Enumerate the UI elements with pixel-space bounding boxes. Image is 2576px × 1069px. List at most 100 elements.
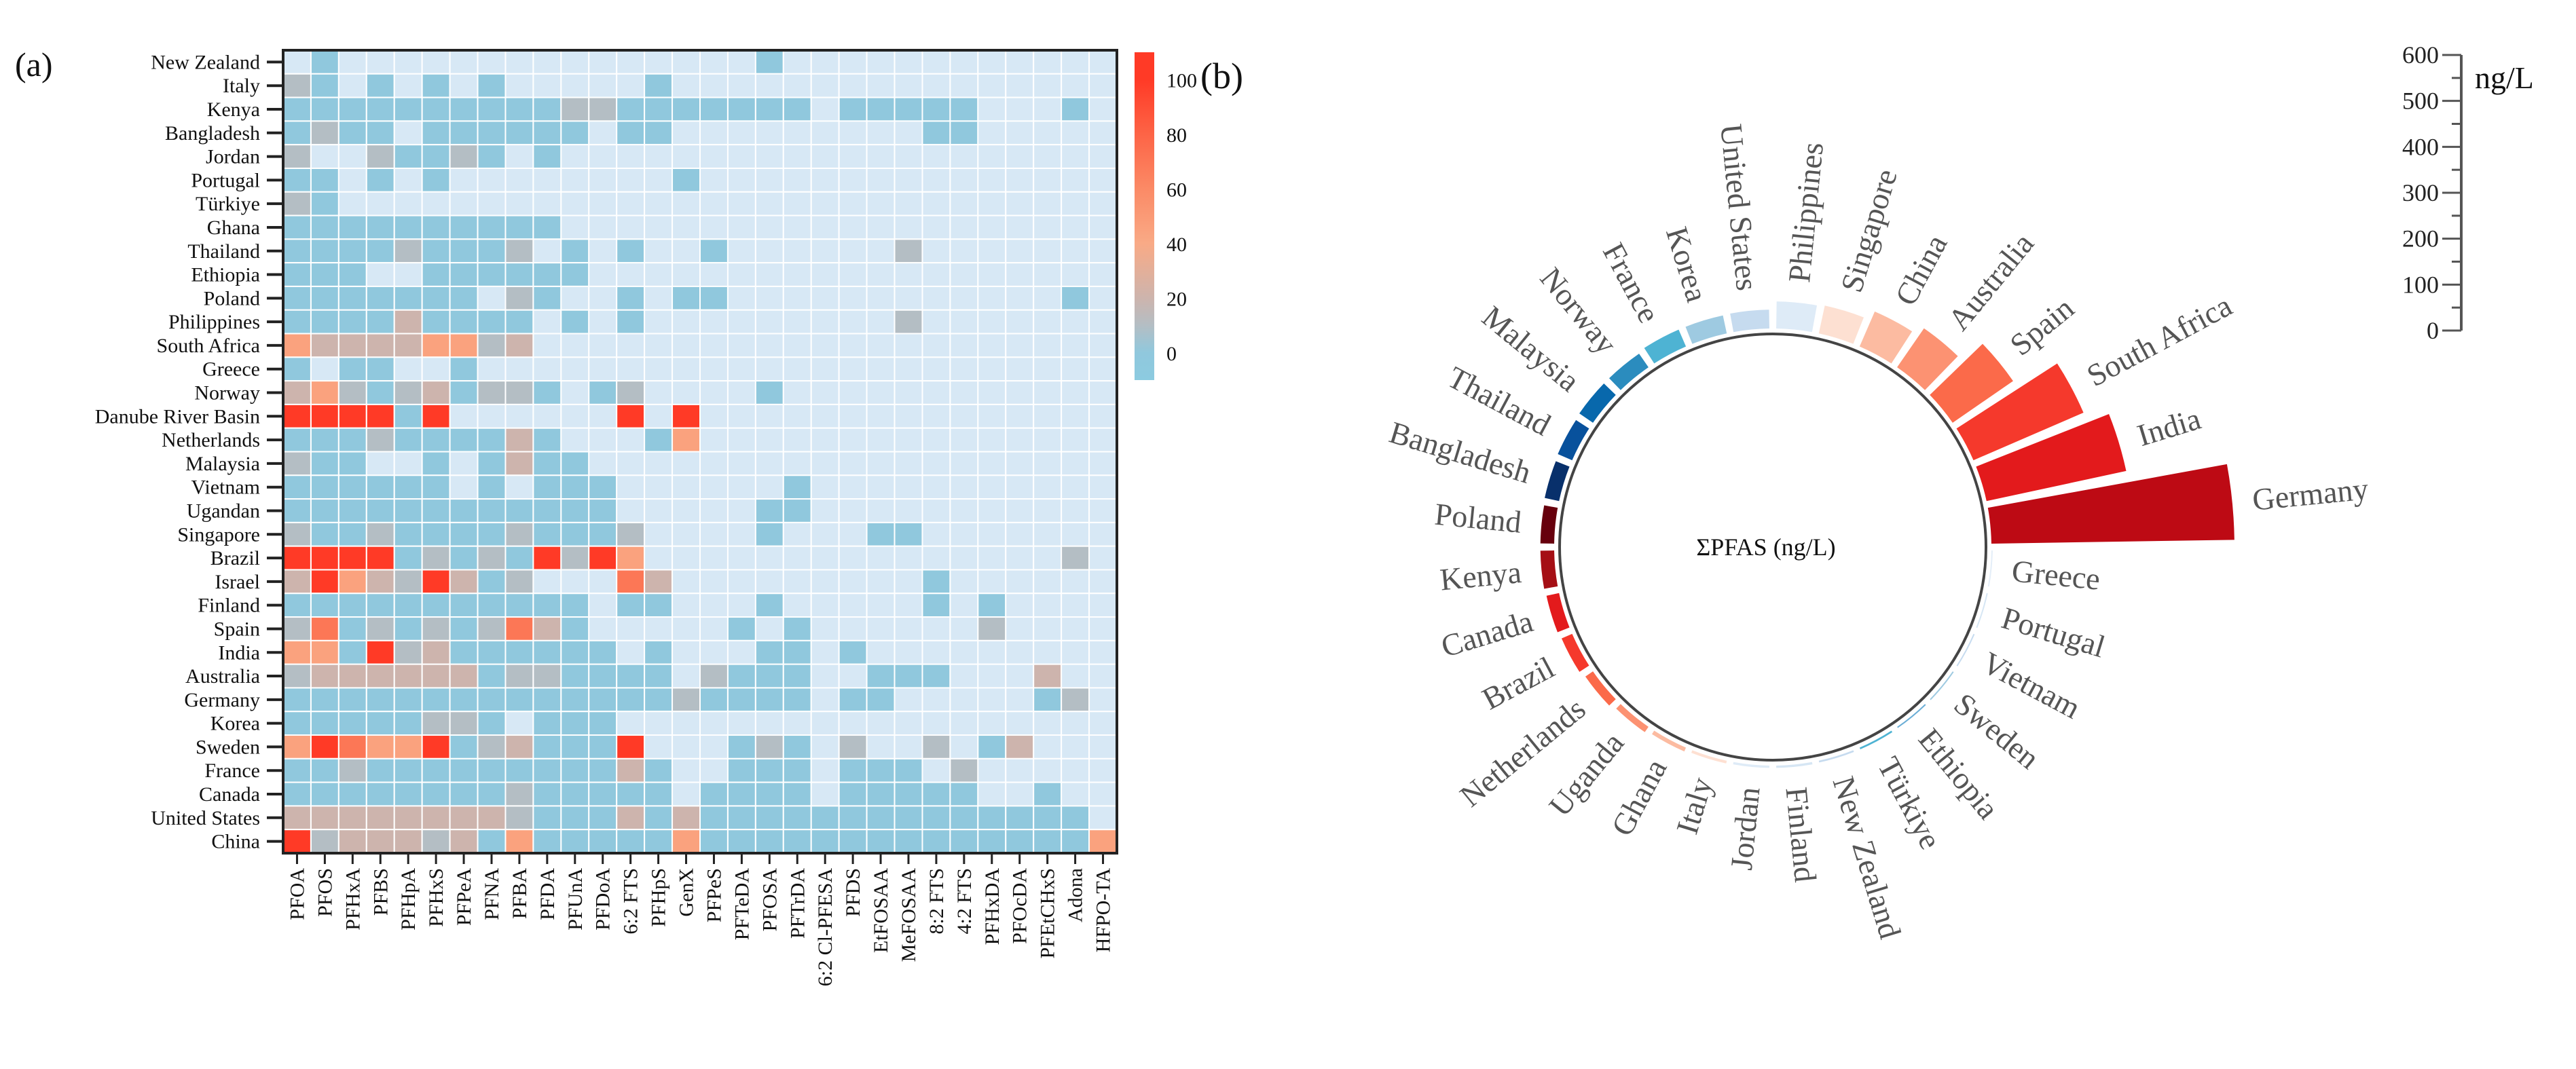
heatmap-cell [616, 569, 646, 595]
heatmap-cell [477, 545, 507, 571]
heatmap-cell [421, 333, 451, 358]
heatmap-cell [588, 333, 618, 358]
heatmap-cell [754, 805, 784, 831]
heatmap-cell [894, 238, 923, 264]
heatmap-cell [754, 545, 784, 571]
heatmap-cell [282, 711, 312, 736]
heatmap-cell [421, 687, 451, 713]
heatmap-cell [977, 829, 1007, 855]
heatmap-cell [1061, 498, 1090, 523]
heatmap-cell [949, 498, 979, 523]
heatmap-cell [560, 593, 590, 618]
heatmap-cell [532, 734, 562, 759]
heatmap-cell [921, 191, 951, 217]
heatmap-cell [504, 285, 534, 311]
heatmap-cell [560, 403, 590, 429]
heatmap-cell [310, 380, 339, 405]
heatmap-cell [921, 238, 951, 264]
heatmap-cell [282, 238, 312, 264]
heatmap-cell [782, 214, 812, 240]
heatmap-cell [337, 73, 367, 98]
heatmap-cell [699, 285, 729, 311]
colorbar-tick-label: 40 [1166, 233, 1187, 256]
heatmap-cell [1088, 96, 1118, 122]
heatmap-cell [726, 120, 756, 146]
heatmap-cell [977, 687, 1007, 713]
heatmap-cell [616, 73, 646, 98]
heatmap-cell [337, 545, 367, 571]
heatmap-cell [337, 120, 367, 146]
heatmap-cell [504, 167, 534, 193]
heatmap-cell [337, 451, 367, 476]
heatmap-cell [921, 167, 951, 193]
heatmap-cell [532, 616, 562, 641]
heatmap-cell [477, 569, 507, 595]
heatmap-cell [921, 593, 951, 618]
heatmap-cell [838, 639, 868, 665]
heatmap-cell [977, 73, 1007, 98]
heatmap-cell [337, 829, 367, 855]
heatmap-cell [504, 262, 534, 287]
heatmap-cell [810, 521, 840, 547]
heatmap-cell [477, 451, 507, 476]
heatmap-cell [699, 734, 729, 759]
heatmap-cell [477, 521, 507, 547]
heatmap-cell [644, 545, 674, 571]
heatmap-cell [393, 593, 423, 618]
heatmap-cell [726, 687, 756, 713]
heatmap-cell [365, 262, 395, 287]
heatmap-cell [560, 639, 590, 665]
heatmap-cell [365, 781, 395, 807]
heatmap-cell [477, 262, 507, 287]
heatmap-cell [671, 711, 701, 736]
heatmap-cell [699, 356, 729, 382]
heatmap-cell [1033, 805, 1063, 831]
heatmap-cell [838, 50, 868, 75]
column-label: GenX [676, 868, 698, 917]
heatmap-cell [504, 144, 534, 169]
heatmap-cell [282, 427, 312, 453]
heatmap-cell [282, 120, 312, 146]
heatmap-cell [838, 451, 868, 476]
heatmap-cell [421, 167, 451, 193]
heatmap-cell [810, 50, 840, 75]
heatmap-cell [532, 781, 562, 807]
column-label: PFBA [509, 868, 531, 919]
heatmap-cell [644, 167, 674, 193]
heatmap-cell [421, 521, 451, 547]
heatmap-cell [810, 403, 840, 429]
row-label: Canada [199, 783, 260, 806]
heatmap-cell [671, 521, 701, 547]
heatmap-cell [1088, 639, 1118, 665]
heatmap-cell [1033, 120, 1063, 146]
heatmap-cell [616, 593, 646, 618]
heatmap-cell [1033, 262, 1063, 287]
heatmap-cell [1005, 663, 1035, 689]
heatmap-cell [754, 781, 784, 807]
heatmap-cell [504, 521, 534, 547]
heatmap-cell [921, 498, 951, 523]
heatmap-cell [477, 593, 507, 618]
heatmap-cell [449, 356, 479, 382]
heatmap-cell [921, 545, 951, 571]
heatmap-cell [754, 711, 784, 736]
heatmap-cell [754, 120, 784, 146]
radial-bar [1561, 633, 1589, 672]
row-label: Finland [198, 595, 260, 617]
heatmap-cell [921, 711, 951, 736]
heatmap-cell [504, 73, 534, 98]
heatmap-cell [1061, 734, 1090, 759]
heatmap-cell [838, 403, 868, 429]
heatmap-cell [560, 711, 590, 736]
heatmap-cell [1005, 285, 1035, 311]
column-label: PFDS [842, 868, 864, 917]
heatmap-cell [644, 120, 674, 146]
heatmap-cell [1061, 805, 1090, 831]
heatmap-cell [421, 403, 451, 429]
heatmap-cell [393, 545, 423, 571]
heatmap-cell [310, 521, 339, 547]
heatmap-cell [810, 333, 840, 358]
heatmap-cell [977, 757, 1007, 783]
heatmap-cell [560, 262, 590, 287]
heatmap-cell [560, 757, 590, 783]
